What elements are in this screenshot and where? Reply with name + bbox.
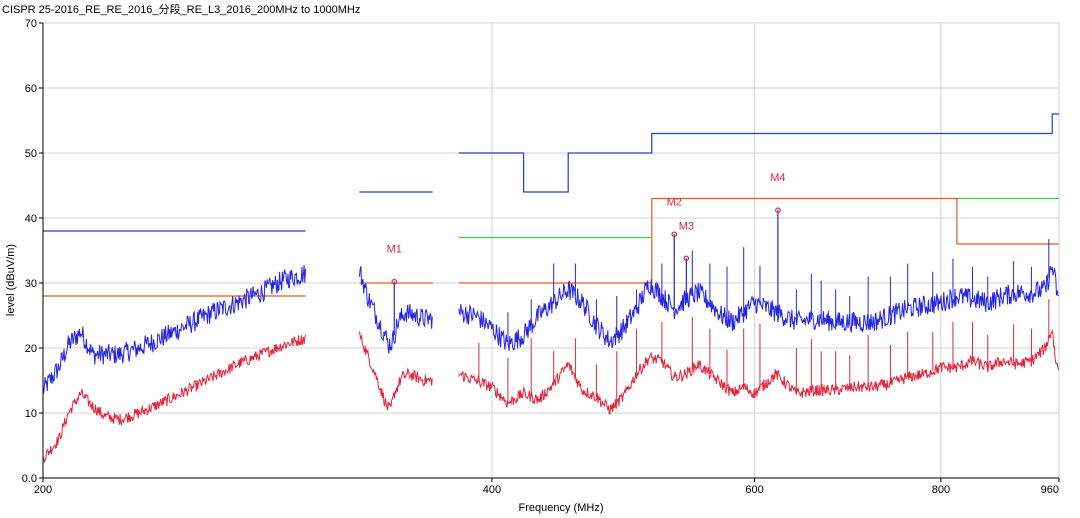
limit-lines — [43, 113, 1059, 297]
y-tick-label: 10 — [25, 408, 37, 420]
average-trace — [42, 299, 1060, 463]
grid-layer — [42, 22, 1060, 479]
peak-trace-segment-1 — [42, 265, 306, 394]
markers: M1 M2 M3 M4 — [387, 172, 786, 335]
y-tick-label: 40 — [25, 213, 37, 225]
limit-line-5 — [458, 113, 1059, 193]
marker-m2-label: M2 — [667, 196, 682, 208]
peak-trace-segment-3 — [359, 266, 433, 354]
limit-line-8 — [458, 197, 1059, 284]
axes: 0.0 10 20 30 40 50 60 70 200 400 600 800 960 — [22, 18, 1060, 496]
x-tick-label: 960 — [1041, 484, 1059, 496]
average-trace-segment-4 — [359, 331, 433, 411]
marker-m3-label: M3 — [679, 220, 694, 232]
peak-trace-segment-5 — [458, 265, 1059, 351]
y-tick-label: 20 — [25, 343, 37, 355]
x-tick-label: 800 — [932, 484, 950, 496]
y-tick-label: 50 — [25, 148, 37, 160]
y-tick-label: 60 — [25, 83, 37, 95]
y-tick-label: 70 — [25, 18, 37, 30]
peak-trace — [42, 239, 1059, 394]
average-trace-segment-2 — [42, 334, 306, 463]
y-tick-label: 0.0 — [22, 473, 37, 485]
average-trace-segment-6 — [458, 329, 1060, 416]
x-tick-label: 600 — [745, 484, 763, 496]
marker-m1-label: M1 — [387, 244, 402, 256]
marker-m1-point — [391, 278, 398, 285]
x-axis-title: Frequency (MHz) — [519, 502, 604, 514]
x-tick-label: 400 — [483, 484, 501, 496]
marker-m4-point — [775, 207, 781, 214]
y-tick-label: 30 — [25, 278, 37, 290]
chart-title: CISPR 25-2016_RE_RE_2016_分段_RE_L3_2016_2… — [2, 4, 361, 16]
x-tick-label: 200 — [34, 484, 52, 496]
y-axis-title: level (dBuV/m) — [5, 244, 17, 316]
marker-m2-point — [671, 231, 678, 238]
marker-m3-point — [683, 255, 690, 262]
marker-m4-label: M4 — [770, 172, 785, 184]
